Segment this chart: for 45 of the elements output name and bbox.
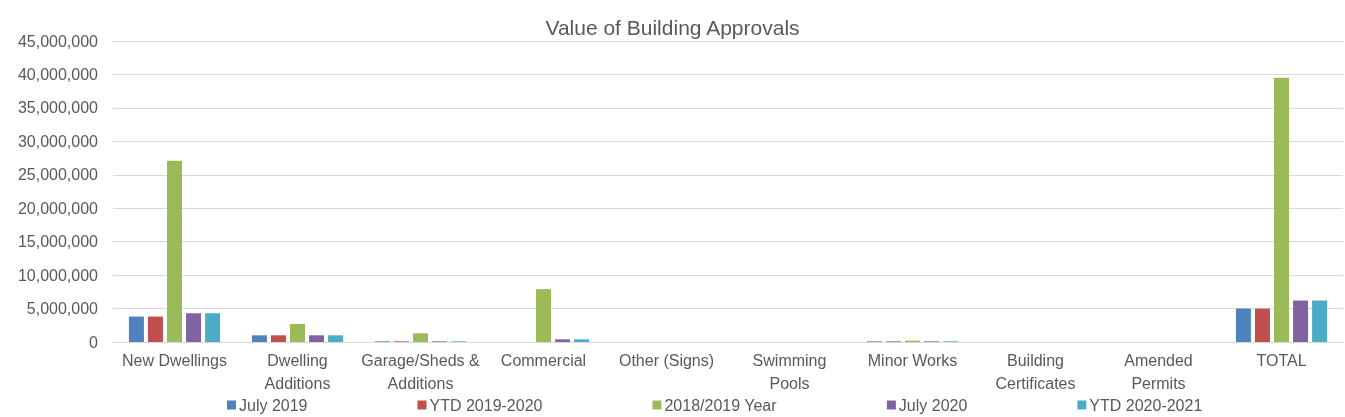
x-tick-label: New Dwellings [122,352,227,369]
bar [128,316,144,342]
legend-label: July 2019 [239,396,308,414]
y-tick-label: 45,000,000 [17,32,99,50]
bar [251,335,267,342]
bar [328,335,344,342]
bar [186,313,202,342]
x-tick-label: Other (Signs) [618,352,715,369]
y-tick-label: 30,000,000 [17,132,99,150]
bar [1293,300,1309,342]
bar [147,316,163,342]
y-tick-label: 40,000,000 [17,65,99,83]
legend-label: YTD 2020-2021 [1089,396,1203,414]
legend-label: YTD 2019-2020 [429,396,543,414]
chart-title: Value of Building Approvals [545,16,800,39]
bar [1254,308,1270,342]
x-tick-label: TOTAL [1256,352,1307,369]
y-tick-label: 20,000,000 [17,199,99,217]
x-tick-label: Garage/Sheds & Additions [361,352,480,392]
legend-label: July 2020 [898,396,968,414]
y-tick-label: 15,000,000 [17,233,99,251]
y-tick-label: 10,000,000 [17,266,99,284]
bar [167,160,182,342]
bar [1274,77,1289,342]
bar [205,313,221,342]
legend-label: 2018/2019 Year [664,396,778,414]
x-tick-label: Swimming Pools [752,352,827,392]
y-tick-label: 5,000,000 [26,300,99,318]
x-tick-label: Building Certificates [995,352,1076,392]
y-tick-label: 35,000,000 [17,99,99,117]
x-tick-label: Minor Works [867,352,958,369]
bar [309,335,325,342]
bar [1312,300,1328,342]
x-tick-label: Amended Permits [1124,352,1193,392]
x-tick-label: Commercial [500,352,587,369]
bar [413,333,428,342]
bar [536,289,551,342]
x-tick-label: Dwelling Additions [264,352,331,392]
y-tick-label: 25,000,000 [17,166,99,184]
bar [555,339,571,342]
bar [290,323,305,342]
bar [574,339,590,342]
y-tick-label: 0 [89,333,99,351]
bar [1235,308,1251,342]
bar [270,335,286,342]
